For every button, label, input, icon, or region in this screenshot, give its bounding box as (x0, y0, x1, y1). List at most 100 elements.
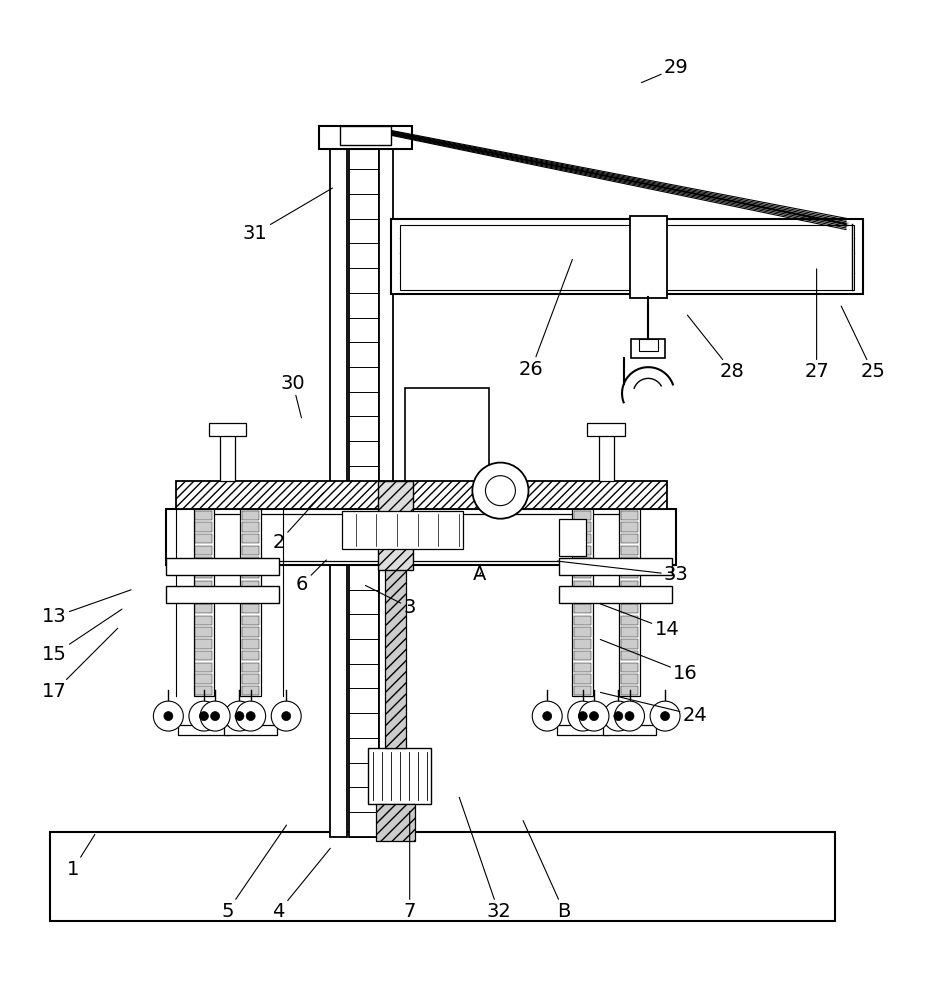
Bar (242, 522, 259, 532)
Bar (242, 511, 259, 520)
Text: 4: 4 (273, 848, 330, 921)
Bar (574, 627, 591, 637)
Bar (621, 627, 638, 637)
Bar (242, 616, 259, 625)
Circle shape (225, 701, 254, 731)
Circle shape (211, 712, 219, 721)
Circle shape (153, 701, 183, 731)
Bar (574, 592, 591, 602)
Bar (378, 481, 413, 570)
Circle shape (543, 712, 551, 721)
Bar (587, 423, 625, 436)
Bar (391, 219, 864, 294)
Bar (574, 604, 591, 613)
Bar (196, 604, 213, 613)
Bar (242, 639, 259, 649)
Bar (556, 725, 609, 735)
Circle shape (271, 701, 301, 731)
Bar (225, 725, 277, 735)
Bar (319, 126, 411, 149)
Bar (621, 686, 638, 695)
Text: B: B (523, 821, 571, 921)
Bar (598, 430, 614, 481)
Text: A: A (473, 565, 486, 584)
Bar (242, 592, 259, 602)
Bar (196, 581, 213, 590)
Bar (242, 627, 259, 637)
Text: 5: 5 (221, 825, 286, 921)
Bar (574, 616, 591, 625)
Bar (639, 339, 658, 351)
Text: 29: 29 (642, 58, 689, 83)
Bar (50, 832, 836, 921)
Bar (196, 569, 213, 578)
Bar (204, 514, 639, 561)
Circle shape (614, 701, 645, 731)
Bar (242, 651, 259, 660)
Circle shape (533, 701, 562, 731)
Bar (631, 339, 665, 358)
Bar (196, 686, 213, 695)
Circle shape (625, 712, 634, 721)
Bar (196, 534, 213, 543)
Circle shape (661, 712, 670, 721)
Bar (603, 725, 656, 735)
Bar (574, 674, 591, 684)
Bar (621, 557, 638, 567)
Bar (349, 145, 379, 837)
Bar (196, 592, 213, 602)
Text: 30: 30 (280, 374, 305, 418)
Bar (621, 546, 638, 555)
Bar (196, 616, 213, 625)
Bar (196, 546, 213, 555)
Bar (630, 216, 667, 298)
Bar (342, 511, 464, 549)
Bar (196, 627, 213, 637)
Text: 13: 13 (41, 590, 131, 626)
Bar (242, 557, 259, 567)
Text: 27: 27 (805, 269, 829, 381)
Text: 17: 17 (41, 628, 118, 701)
Text: 6: 6 (295, 560, 327, 594)
Bar (330, 145, 347, 837)
Bar (574, 639, 591, 649)
Bar (340, 126, 391, 145)
Text: 26: 26 (518, 259, 572, 379)
Bar (379, 145, 392, 837)
Bar (194, 509, 215, 696)
Bar (242, 686, 259, 695)
Bar (559, 519, 585, 556)
Bar (196, 557, 213, 567)
Bar (621, 616, 638, 625)
Bar (176, 481, 667, 509)
Text: 14: 14 (600, 604, 679, 639)
Text: 2: 2 (273, 493, 324, 552)
Bar (368, 748, 431, 804)
Bar (242, 581, 259, 590)
Text: 28: 28 (687, 315, 744, 381)
Text: 31: 31 (243, 188, 332, 243)
Text: 33: 33 (557, 561, 689, 584)
Circle shape (579, 701, 609, 731)
Bar (242, 534, 259, 543)
Bar (242, 663, 259, 672)
Bar (196, 663, 213, 672)
Bar (559, 558, 672, 575)
Bar (621, 592, 638, 602)
Circle shape (235, 712, 244, 721)
Bar (574, 581, 591, 590)
Circle shape (567, 701, 598, 731)
Bar (621, 663, 638, 672)
Circle shape (579, 712, 587, 721)
Circle shape (200, 701, 231, 731)
Circle shape (472, 463, 529, 519)
Text: 7: 7 (404, 811, 416, 921)
Bar (621, 674, 638, 684)
Bar (220, 430, 234, 481)
Bar (400, 225, 854, 290)
Bar (405, 388, 489, 500)
Bar (196, 651, 213, 660)
Bar (242, 604, 259, 613)
Bar (574, 557, 591, 567)
Circle shape (603, 701, 633, 731)
